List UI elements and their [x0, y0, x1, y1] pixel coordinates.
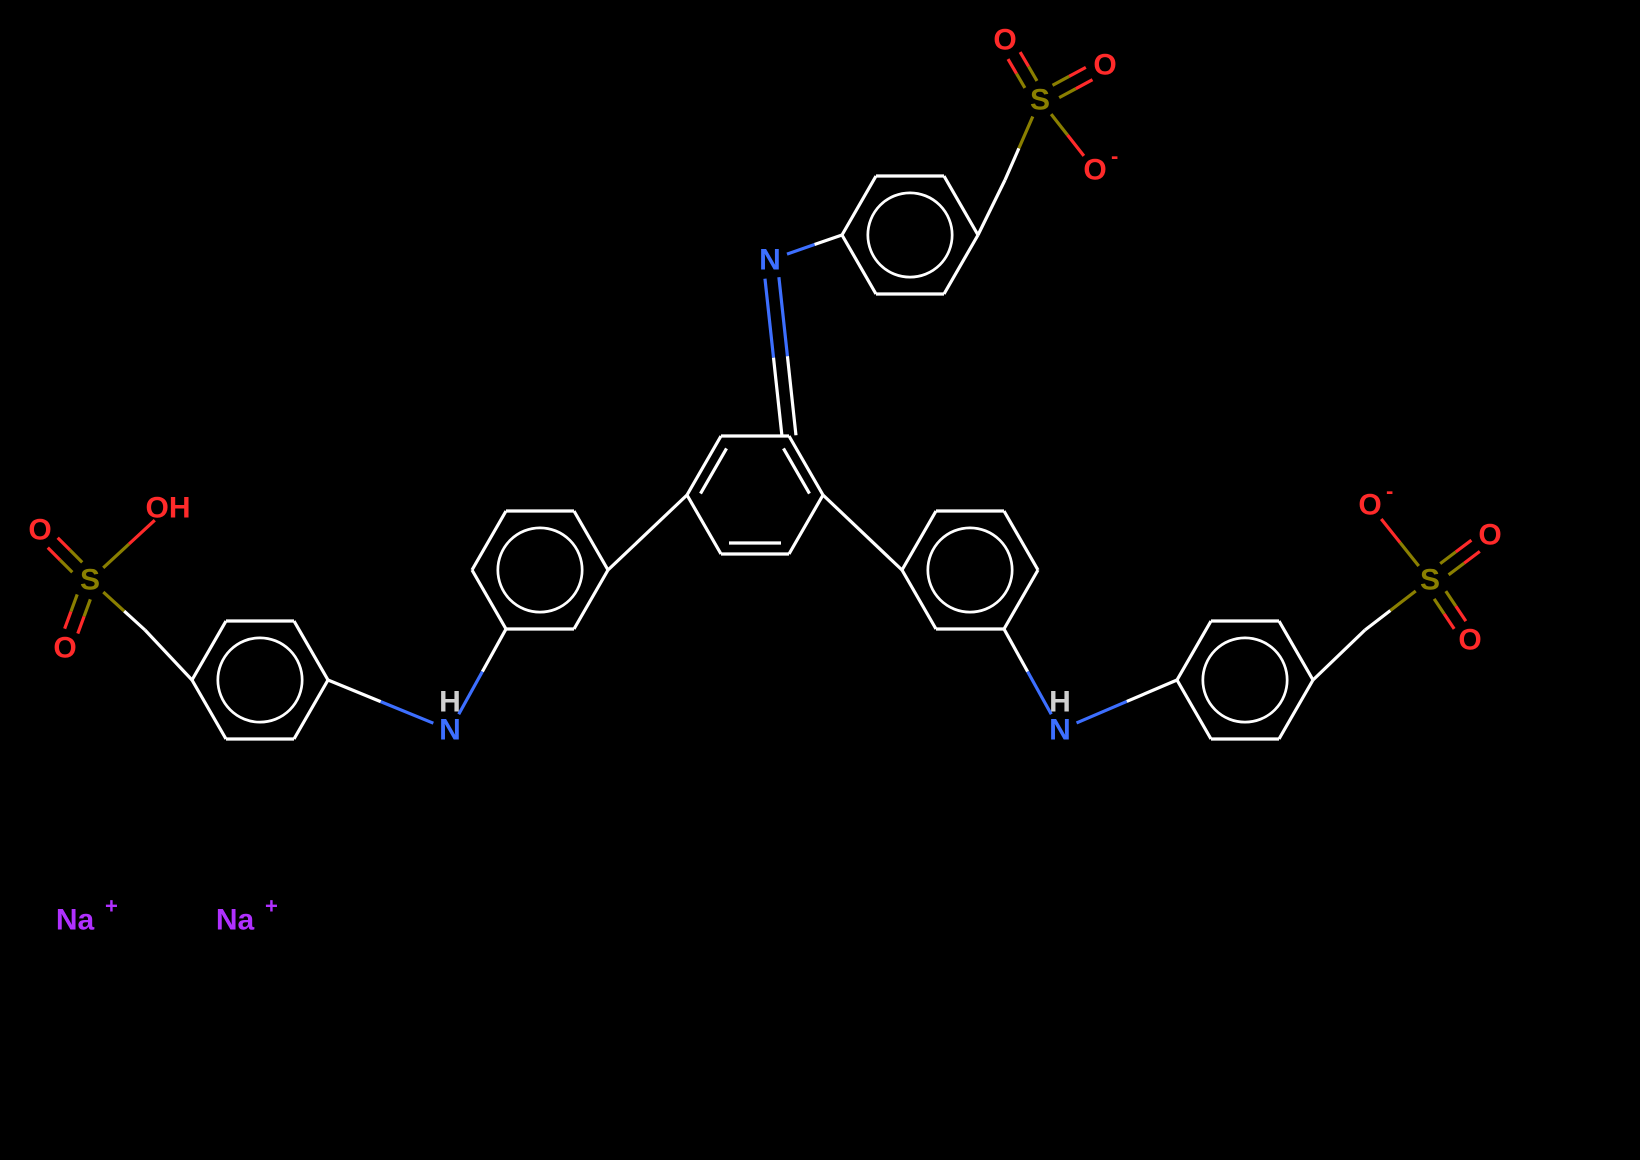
svg-text:O: O	[1083, 154, 1106, 187]
svg-text:+: +	[105, 894, 118, 919]
label_N_top: N	[759, 244, 781, 277]
svg-text:N: N	[759, 244, 781, 277]
label_N_left: NH	[439, 686, 461, 747]
label_Na1: Na +	[56, 894, 118, 937]
svg-text:Na: Na	[56, 904, 95, 937]
svg-text:O: O	[993, 24, 1016, 57]
label_O3_upper: O-	[1083, 144, 1118, 187]
label_O2_left: O	[53, 632, 76, 665]
svg-text:O: O	[1458, 624, 1481, 657]
label_S_upper: S	[1030, 84, 1050, 117]
label_S_left: S	[80, 564, 100, 597]
label_O2_right: O	[1458, 624, 1481, 657]
svg-text:-: -	[1111, 144, 1118, 169]
label_OH_left: OH	[146, 492, 191, 525]
label_O1_left: O	[28, 514, 51, 547]
svg-text:S: S	[1030, 84, 1050, 117]
label_O2_upper: O	[1093, 49, 1116, 82]
svg-text:-: -	[1386, 479, 1393, 504]
svg-text:O: O	[1478, 519, 1501, 552]
molecule-svg: NNHNHSOOO-SOOO-SOOOHNa+Na+	[0, 0, 1640, 1160]
svg-text:O: O	[53, 632, 76, 665]
svg-text:S: S	[80, 564, 100, 597]
svg-text:H: H	[439, 686, 461, 719]
svg-text:O: O	[1358, 489, 1381, 522]
svg-text:Na: Na	[216, 904, 255, 937]
svg-text:+: +	[265, 894, 278, 919]
label_S_right: S	[1420, 564, 1440, 597]
label_O1_upper: O	[993, 24, 1016, 57]
svg-text:S: S	[1420, 564, 1440, 597]
label_Na2: Na +	[216, 894, 278, 937]
label_O1_right: O	[1478, 519, 1501, 552]
svg-text:O: O	[1093, 49, 1116, 82]
svg-text:OH: OH	[146, 492, 191, 525]
svg-text:O: O	[28, 514, 51, 547]
label_O3_right: O-	[1358, 479, 1393, 522]
svg-text:H: H	[1049, 686, 1071, 719]
label_N_right: NH	[1049, 686, 1071, 747]
